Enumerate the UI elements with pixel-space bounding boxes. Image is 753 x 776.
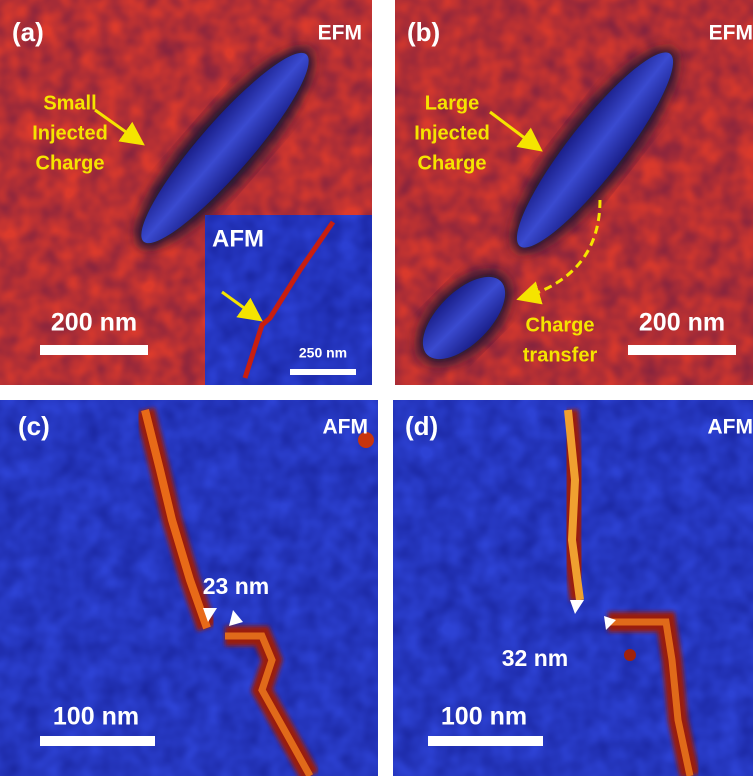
scale-label: 200 nm [51,309,137,337]
mode-label: AFM [323,416,369,439]
annotation: Small [43,92,96,114]
annotation: Charge [36,152,105,174]
mode-label: EFM [709,22,753,45]
gap-label: 32 nm [502,645,568,671]
panel-b: (b) EFM Large Injected Charge Charge tra… [395,0,753,385]
page: {"panels": [ {"label": "(a)", "mode": "E… [0,0,753,776]
annotation: Charge [418,152,487,174]
panel-label: (a) [12,17,44,47]
mode-label: AFM [708,416,753,439]
panel-c: (c) AFM 23 nm 100 nm [0,400,378,776]
annotation: Injected [32,122,108,144]
annotation: Large [425,92,479,114]
panel-d: (d) AFM 32 nm 100 nm [393,400,753,776]
annotation: Injected [414,122,490,144]
panel-label: (b) [407,17,440,47]
mode-label: EFM [318,22,362,45]
annotation: Charge [526,314,595,336]
panel-a: AFM 250 nm (a) EFM Small Injected Charge… [0,0,372,385]
scale-label: 100 nm [53,703,139,731]
figure: AFM 250 nm (a) EFM Small Injected Charge… [0,0,753,776]
inset-scale-label: 250 nm [299,345,347,361]
scale-label: 200 nm [639,309,725,337]
gap-label: 23 nm [203,573,269,599]
annotation: transfer [523,344,598,366]
panel-label: (c) [18,411,50,441]
scale-label: 100 nm [441,703,527,731]
inset-mode: AFM [212,225,264,252]
panel-label: (d) [405,411,438,441]
particle [624,649,636,661]
